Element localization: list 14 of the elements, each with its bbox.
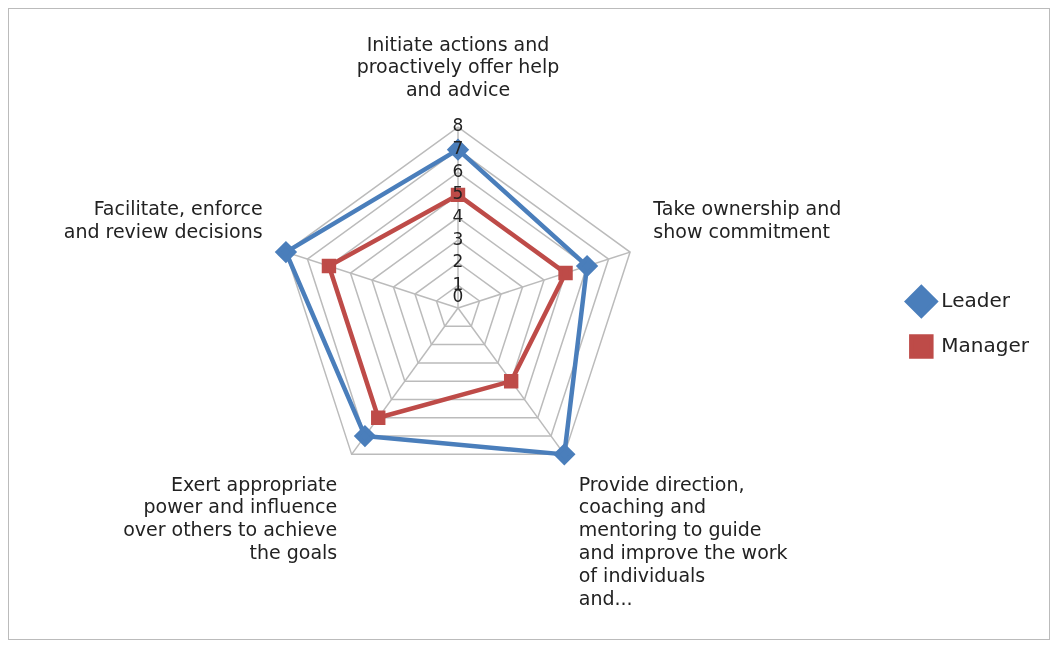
legend-label: Leader xyxy=(941,287,1011,312)
y-tick-label: 4 xyxy=(452,205,464,226)
y-tick-label: 8 xyxy=(452,115,464,136)
spoke-label: Provide direction, coaching and mentoring to guide and improve the work of individuals and... xyxy=(578,472,788,609)
y-tick-label: 7 xyxy=(452,138,464,159)
spoke-label: Exert appropriate power and influence over others to achieve the goals xyxy=(123,472,338,563)
y-tick-label: 5 xyxy=(452,183,464,204)
spoke-label: Facilitate, enforce and review decisions xyxy=(63,197,263,243)
spoke-label: Initiate actions and proactively offer help and advice xyxy=(356,32,560,101)
y-tick-label: 3 xyxy=(452,228,464,249)
spoke-label: Take ownership and show commitment xyxy=(652,197,842,243)
legend-label: Manager xyxy=(941,332,1030,357)
y-tick-label: 2 xyxy=(452,251,464,272)
y-tick-label: 6 xyxy=(452,160,464,181)
